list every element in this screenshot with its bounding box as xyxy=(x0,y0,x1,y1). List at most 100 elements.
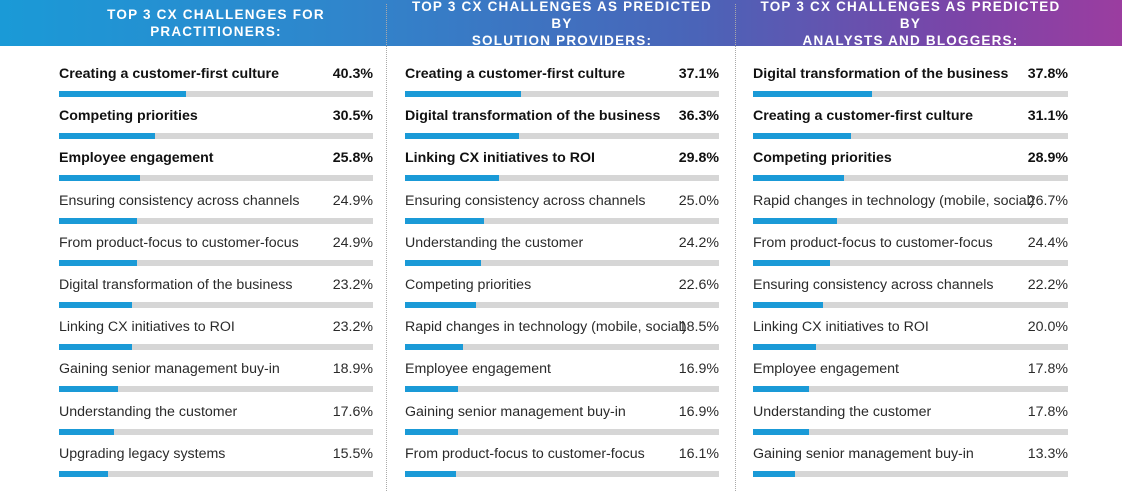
bar xyxy=(59,344,132,351)
bar-row: Upgrading legacy systems 15.5% xyxy=(59,442,373,484)
bar xyxy=(405,470,456,477)
category-label: Ensuring consistency across channels xyxy=(753,276,994,293)
bar-row: Competing priorities 30.5% xyxy=(59,104,373,146)
category-label: Creating a customer-first culture xyxy=(753,108,973,125)
category-label: Digital transformation of the business xyxy=(59,276,293,293)
value-label: 23.2% xyxy=(332,319,373,336)
panel-analysts-bloggers: TOP 3 CX CHALLENGES AS PREDICTED BY ANAL… xyxy=(753,0,1068,496)
bar-track xyxy=(753,259,1068,266)
bar-list: Digital transformation of the business 37… xyxy=(753,62,1068,484)
bar xyxy=(405,133,519,140)
category-label: Competing priorities xyxy=(59,108,198,125)
bar-row: Creating a customer-first culture 31.1% xyxy=(753,104,1068,146)
bar xyxy=(753,386,810,393)
panel-solution-providers: TOP 3 CX CHALLENGES AS PREDICTED BY SOLU… xyxy=(405,0,719,496)
bar-track xyxy=(753,386,1068,393)
value-label: 16.1% xyxy=(678,445,719,462)
bar-track xyxy=(59,386,373,393)
panel-title: TOP 3 CX CHALLENGES FOR PRACTITIONERS: xyxy=(107,7,325,39)
bar xyxy=(405,91,522,97)
bar-row: Competing priorities 22.6% xyxy=(405,273,719,315)
bar xyxy=(753,133,851,140)
value-label: 36.3% xyxy=(678,108,719,125)
bar xyxy=(753,428,810,435)
bar xyxy=(59,470,108,477)
category-label: From product-focus to customer-focus xyxy=(59,234,299,251)
value-label: 24.2% xyxy=(678,234,719,251)
bar xyxy=(753,175,845,182)
bar xyxy=(59,175,140,182)
category-label: Competing priorities xyxy=(405,276,532,293)
bar-row: Creating a customer-first culture 37.1% xyxy=(405,62,719,104)
category-label: From product-focus to customer-focus xyxy=(405,445,645,462)
category-label: Linking CX initiatives to ROI xyxy=(405,150,595,167)
bar-row: Employee engagement 16.9% xyxy=(405,357,719,399)
bar xyxy=(753,344,816,351)
bar xyxy=(405,301,476,308)
value-label: 37.1% xyxy=(678,66,719,82)
bar-track xyxy=(405,217,719,224)
bar-track xyxy=(59,133,373,140)
value-label: 24.9% xyxy=(332,234,373,251)
bar-row: From product-focus to customer-focus 16.1… xyxy=(405,442,719,484)
category-label: Ensuring consistency across channels xyxy=(59,192,300,209)
bar-track xyxy=(405,175,719,182)
bar-row: From product-focus to customer-focus 24.4… xyxy=(753,231,1068,273)
category-label: Understanding the customer xyxy=(59,403,238,420)
bar-track xyxy=(753,217,1068,224)
bar-row: From product-focus to customer-focus 24.9… xyxy=(59,231,373,273)
bar-row: Linking CX initiatives to ROI 20.0% xyxy=(753,315,1068,357)
bar xyxy=(405,259,481,266)
bar-row: Gaining senior management buy-in 18.9% xyxy=(59,357,373,399)
category-label: Employee engagement xyxy=(405,361,551,378)
panel-divider xyxy=(735,4,736,491)
value-label: 25.8% xyxy=(332,150,373,167)
bar xyxy=(753,217,838,224)
bar xyxy=(753,259,830,266)
bar-row: Gaining senior management buy-in 16.9% xyxy=(405,400,719,442)
category-label: Upgrading legacy systems xyxy=(59,445,226,462)
value-label: 25.0% xyxy=(678,192,719,209)
bar-row: Rapid changes in technology (mobile, soc… xyxy=(753,189,1068,231)
category-label: Competing priorities xyxy=(753,150,892,167)
bar-track xyxy=(59,259,373,266)
bar-row: Employee engagement 17.8% xyxy=(753,357,1068,399)
bar-track xyxy=(753,175,1068,182)
bar-row: Understanding the customer 17.8% xyxy=(753,400,1068,442)
bar-track xyxy=(405,470,719,477)
bar-row: Competing priorities 28.9% xyxy=(753,146,1068,188)
bar-track xyxy=(753,344,1068,351)
category-label: Digital transformation of the business xyxy=(753,66,1009,82)
bar xyxy=(753,301,823,308)
bar xyxy=(753,91,873,97)
bar-row: Linking CX initiatives to ROI 29.8% xyxy=(405,146,719,188)
bar-row: Understanding the customer 24.2% xyxy=(405,231,719,273)
bar-row: Digital transformation of the business 37… xyxy=(753,62,1068,104)
header-band xyxy=(0,0,1122,46)
panel-title: TOP 3 CX CHALLENGES AS PREDICTED BY ANAL… xyxy=(760,0,1061,48)
bar-track xyxy=(59,428,373,435)
bar-row: Digital transformation of the business 23… xyxy=(59,273,373,315)
value-label: 17.6% xyxy=(332,403,373,420)
bar xyxy=(59,386,119,393)
panel-divider xyxy=(386,4,387,491)
bar-track xyxy=(753,91,1068,97)
bar-list: Creating a customer-first culture 40.3% Co… xyxy=(59,62,373,484)
bar-track xyxy=(59,344,373,351)
bar xyxy=(59,301,132,308)
bar-row: Understanding the customer 17.6% xyxy=(59,400,373,442)
value-label: 23.2% xyxy=(332,276,373,293)
value-label: 28.9% xyxy=(1027,150,1068,167)
category-label: Rapid changes in technology (mobile, soc… xyxy=(753,192,1035,209)
category-label: Ensuring consistency across channels xyxy=(405,192,646,209)
bar xyxy=(59,259,138,266)
value-label: 13.3% xyxy=(1027,445,1068,462)
bar xyxy=(59,217,138,224)
value-label: 20.0% xyxy=(1027,319,1068,336)
category-label: Digital transformation of the business xyxy=(405,108,661,125)
category-label: Gaining senior management buy-in xyxy=(405,403,626,420)
bar xyxy=(753,470,795,477)
bar-row: Gaining senior management buy-in 13.3% xyxy=(753,442,1068,484)
category-label: Understanding the customer xyxy=(405,234,584,251)
bar xyxy=(405,428,459,435)
